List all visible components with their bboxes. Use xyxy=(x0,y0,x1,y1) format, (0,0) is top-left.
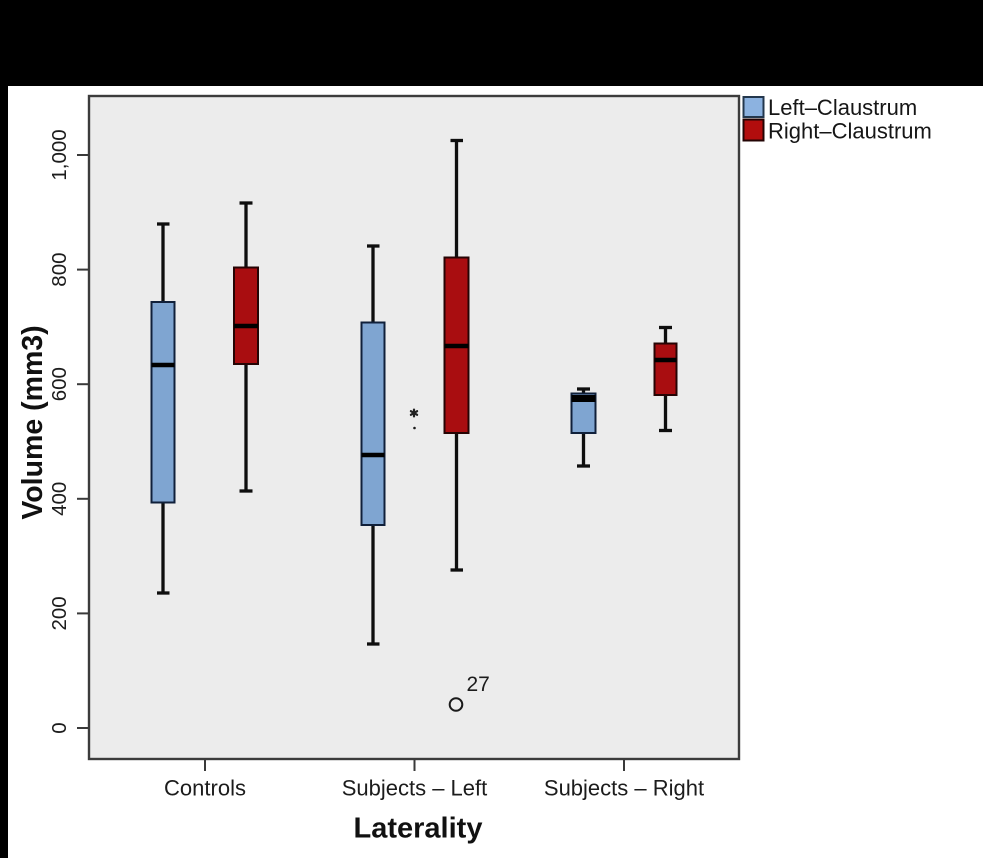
svg-text:Volume (mm3): Volume (mm3) xyxy=(17,325,49,519)
svg-text:Subjects – Right: Subjects – Right xyxy=(544,776,704,801)
svg-text:Controls: Controls xyxy=(164,776,246,801)
svg-text:200: 200 xyxy=(48,596,71,630)
svg-text:0: 0 xyxy=(48,722,71,733)
svg-text:Right–Claustrum: Right–Claustrum xyxy=(768,119,932,144)
svg-text:400: 400 xyxy=(48,482,71,516)
svg-text:27: 27 xyxy=(467,673,490,696)
svg-text:800: 800 xyxy=(48,252,71,286)
svg-text:600: 600 xyxy=(48,367,71,401)
svg-text:1,000: 1,000 xyxy=(48,129,71,180)
svg-text:Laterality: Laterality xyxy=(354,813,483,845)
svg-text:Subjects – Left: Subjects – Left xyxy=(342,776,488,801)
svg-text:Left–Claustrum: Left–Claustrum xyxy=(768,95,917,120)
